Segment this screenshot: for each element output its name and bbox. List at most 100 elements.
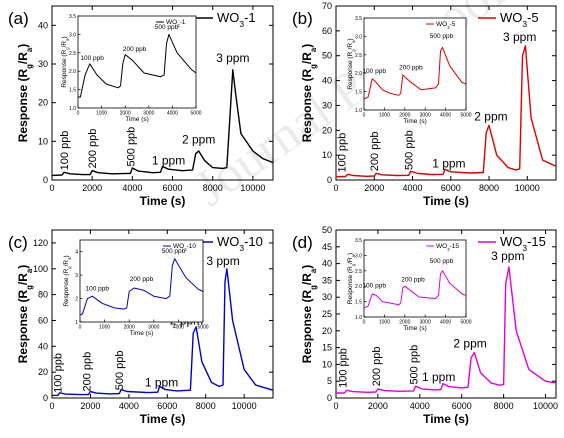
legend-label: WO3-5 (500, 10, 539, 29)
inset-y-tick-label: 1.0 (69, 106, 76, 112)
x-tick-label: 2000 (364, 183, 384, 193)
inset-concentration-label: 200 ppb (399, 65, 423, 72)
y-tick-label: 20 (322, 125, 332, 135)
y-tick-label: 5 (327, 376, 332, 386)
y-axis-label-part: a (309, 268, 318, 273)
y-tick-label: 40 (322, 259, 332, 269)
legend-label-part: 3 (239, 19, 244, 29)
concentration-label: 1 ppm (145, 375, 178, 389)
inset-y-tick-label: 1.5 (355, 300, 362, 306)
inset-chart: 0 1000 2000 3000 4000 5000 1 2 3 4 Time (s) Respons… (63, 239, 209, 337)
inset-legend-label-part: 3 (184, 247, 187, 252)
inset-x-tick-label: 2000 (124, 325, 135, 331)
inset-series-line (363, 46, 467, 100)
concentration-label: 3 ppm (503, 30, 536, 44)
concentration-label: 200 ppb (87, 129, 99, 169)
plot-frame (51, 229, 274, 399)
y-axis-label-part: g (309, 285, 318, 290)
concentration-label: 200 ppb (369, 132, 381, 172)
inset-concentration-label: 200 ppb (123, 46, 147, 53)
inset-y-axis-label-part: ) (61, 36, 68, 38)
inset-x-tick-label: 5000 (460, 320, 471, 326)
y-axis-label-part: /R (300, 52, 314, 64)
legend-label: WO3-15 (500, 234, 546, 253)
y-axis-label: Response (Rg/Ra) (300, 44, 318, 142)
y-tick-label: 10 (38, 136, 48, 146)
inset-series-line (363, 270, 467, 309)
concentration-label: 100 ppb (337, 348, 349, 388)
inset-legend-label: WO3-1 (166, 19, 186, 28)
y-tick-label: 60 (322, 26, 332, 36)
inset-legend-label-part: -15 (450, 243, 460, 250)
inset-y-axis-label-part: g (351, 49, 356, 52)
concentration-label: 200 ppb (371, 346, 383, 386)
x-tick-label: 10000 (240, 183, 265, 193)
inset-frame (77, 15, 197, 109)
inset-y-tick-label: 2.0 (69, 69, 76, 75)
legend-label-part: 3 (522, 19, 527, 29)
y-tick-label: 60 (38, 315, 48, 325)
plot-frame (335, 5, 557, 181)
x-axis-label: Time (s) (140, 194, 186, 208)
inset-y-axis-label-part: Response (R (63, 268, 70, 306)
x-tick-label: 4000 (119, 401, 139, 411)
y-axis-label-part: /R (300, 273, 314, 285)
inset-concentration-label: 100 ppb (362, 283, 386, 290)
y-tick-label: 0 (43, 393, 48, 403)
y-axis-label: Response (Rg/Ra) (300, 265, 318, 363)
inset-x-tick-label: 3000 (420, 113, 431, 119)
inset-y-tick-label: 2.0 (355, 71, 362, 77)
inset-series-line (78, 33, 197, 98)
inset-legend-label-part: WO (436, 21, 447, 28)
inset-y-axis-label-part: Response (R (347, 266, 354, 304)
x-tick-label: 10000 (232, 401, 257, 411)
y-tick-label: 100 (33, 264, 48, 274)
inset-y-axis-label-part: /R (63, 260, 70, 267)
y-axis-label-part: a (309, 47, 318, 52)
inset-x-tick-label: 1000 (99, 325, 110, 331)
inset-y-axis-label-part: a (351, 254, 356, 257)
series-line (336, 266, 557, 394)
inset-legend-label-part: 3 (177, 23, 180, 28)
inset-x-tick-label: 4000 (440, 320, 451, 326)
x-tick-label: 0 (333, 183, 338, 193)
inset-y-tick-label: 2.5 (69, 51, 76, 57)
series-line (51, 268, 274, 397)
y-tick-label: 40 (38, 20, 48, 30)
concentration-label: 500 ppb (409, 345, 421, 385)
inset-y-tick-label: 1.5 (355, 90, 362, 96)
inset-x-tick-label: 5000 (190, 111, 201, 117)
x-tick-label: 8000 (196, 401, 216, 411)
y-axis-label-part: Response (R (300, 290, 314, 364)
inset-concentration-label: 200 ppb (401, 277, 425, 284)
inset-legend-label: WO3-15 (436, 243, 459, 252)
panel-label: (d) (292, 233, 313, 252)
inset-frame (79, 239, 204, 323)
inset-y-axis-label-part: ) (347, 38, 354, 40)
panel-label: (c) (8, 233, 28, 252)
inset-y-axis-label-part: a (67, 257, 72, 260)
inset-concentration-label: 500 ppb (430, 33, 454, 40)
y-axis-label-part: ) (16, 44, 30, 48)
x-tick-label: 0 (49, 401, 54, 411)
inset-y-axis-label-part: a (351, 40, 356, 43)
inset-y-axis-label-part: ) (347, 253, 354, 255)
y-axis-label-part: /R (16, 273, 30, 285)
y-tick-label: 25 (322, 309, 332, 319)
y-tick-label: 30 (322, 100, 332, 110)
inset-y-axis-label: Response (Rg/Ra) (347, 38, 356, 89)
inset-legend-label-part: -1 (180, 19, 186, 26)
y-axis-label-part: Response (R (16, 290, 30, 364)
inset-concentration-label: 100 ppb (85, 285, 109, 292)
inset-legend-label-part: 3 (447, 247, 450, 252)
inset-y-tick-label: 3.0 (355, 253, 362, 259)
inset-legend-label-part: 3 (447, 25, 450, 30)
plot-frame (51, 5, 274, 181)
inset-x-tick-label: 0 (79, 325, 82, 331)
x-tick-label: 6000 (163, 183, 183, 193)
inset-y-axis-label: Response (Rg/Ra) (347, 253, 356, 304)
concentration-label: 1 ppm (422, 370, 455, 384)
inset-concentration-label: 200 ppb (130, 276, 154, 283)
x-tick-label: 6000 (441, 183, 461, 193)
